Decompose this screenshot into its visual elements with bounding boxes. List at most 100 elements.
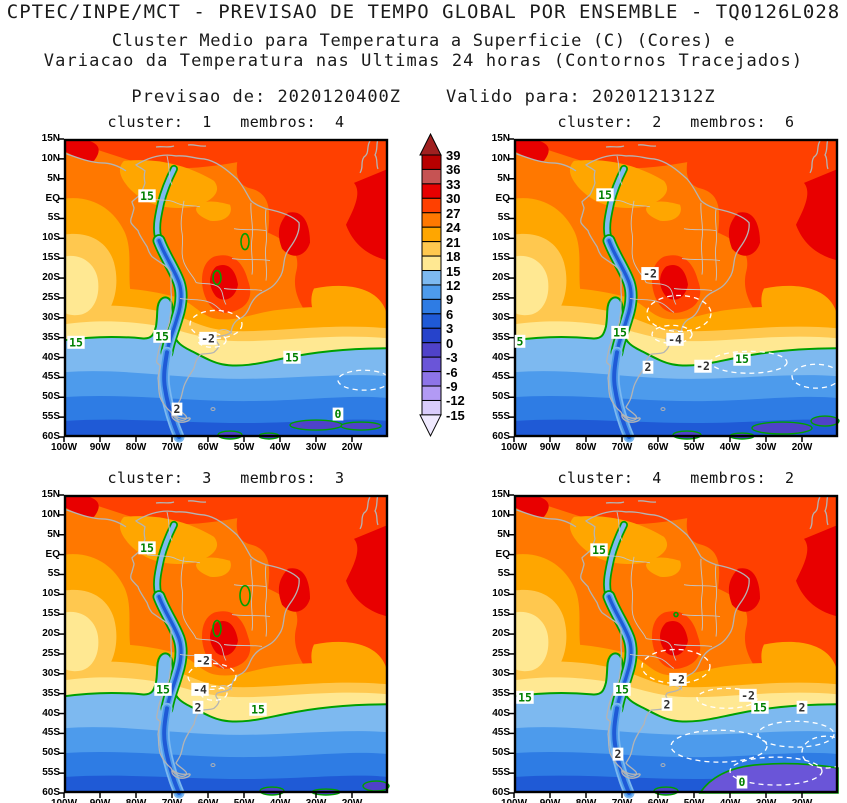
y-tick-label: 60S	[42, 431, 60, 442]
x-tick-label: 30W	[305, 442, 327, 453]
coastline	[374, 494, 379, 526]
colorbar-level-label: 12	[446, 277, 461, 293]
x-tick-label: 80W	[575, 442, 597, 453]
x-tick-label: 90W	[80, 799, 120, 803]
colorbar-level-label: 27	[446, 205, 461, 221]
cold-patch	[810, 415, 840, 427]
cold-patch	[751, 421, 813, 435]
figure-title: CPTEC/INPE/MCT - PREVISAO DE TEMPO GLOBA…	[6, 1, 841, 23]
contour-label-box	[611, 325, 629, 339]
colorbar-level-label: 36	[446, 162, 461, 178]
country-border	[166, 511, 173, 542]
axis-ticks	[509, 138, 803, 442]
country-border	[223, 288, 263, 291]
figure-valid-times: Previsao de: 2020120400Z Valido para: 20…	[131, 87, 716, 107]
coastline	[171, 768, 191, 779]
contour-label: 15	[733, 352, 751, 366]
colorbar-arrow-top	[419, 132, 442, 156]
country-border	[146, 198, 201, 208]
y-tick-label: 45S	[42, 371, 60, 383]
panel-title-2: cluster: 2 membros: 6	[557, 113, 795, 131]
contour-label: 0	[332, 407, 344, 421]
y-tick-label: 15N	[41, 489, 60, 500]
contour-label: 0	[736, 775, 748, 789]
country-border	[223, 644, 263, 647]
green-contour-ring	[240, 232, 250, 251]
y-tick-label: 25S	[492, 291, 510, 303]
coastline	[605, 500, 657, 504]
contour-label-text: 15	[735, 352, 749, 366]
coastline	[63, 152, 127, 172]
coastline	[155, 144, 207, 148]
contour-label-box	[596, 188, 614, 202]
green-contour-ring	[212, 619, 222, 638]
green-contour-ring	[239, 584, 251, 607]
contour-label: 15	[611, 325, 629, 339]
x-tick-label: 40W	[260, 799, 300, 803]
y-tick-label: 45S	[492, 371, 510, 383]
coastline	[824, 494, 829, 526]
temp-shading	[646, 201, 681, 222]
contour-label: -2	[641, 267, 659, 281]
andes-ribbon	[604, 166, 627, 243]
country-border	[218, 685, 233, 691]
y-tick-label: 5S	[47, 568, 60, 580]
y-tick-label: 55S	[492, 767, 510, 779]
country-border	[629, 298, 675, 313]
map-plot-1: 15 15 15 -2 15 2 0	[59, 138, 391, 443]
contour-label-text: 2	[799, 700, 806, 714]
change-contour-dashed	[729, 756, 823, 786]
y-tick-label: 30S	[42, 311, 60, 323]
contour-label-text: 0	[739, 775, 746, 789]
x-tick-label: 70W	[161, 442, 183, 453]
island	[210, 763, 216, 768]
temp-shading	[686, 510, 838, 675]
map-plot-4: 15 -2 15 15 2 -2 15 2 2 0	[509, 494, 847, 799]
temp-shading	[346, 168, 388, 261]
contour-label-box	[514, 334, 526, 348]
y-tick-label: 20S	[492, 272, 510, 284]
map-plot-2: 15 -2 5 15 -4 2 -2 15	[509, 138, 841, 443]
contour-label: 15	[138, 189, 156, 203]
coastline	[513, 152, 577, 172]
temp-shading	[210, 264, 238, 300]
contour-label-box	[661, 697, 673, 711]
contour-label: 2	[192, 700, 204, 714]
island	[660, 407, 666, 412]
y-tick-label: 15S	[492, 608, 510, 620]
colorbar-segment	[421, 183, 442, 199]
colorbar-segment	[421, 226, 442, 243]
contour-label-box	[138, 189, 156, 203]
contour-label-text: 15	[518, 690, 532, 704]
contour-label: -2	[669, 672, 687, 686]
country-border	[645, 282, 677, 305]
andes-ribbon	[154, 522, 177, 599]
colorbar-level-label: 30	[446, 191, 461, 207]
temp-shading	[64, 611, 99, 672]
contour-label-box	[138, 541, 156, 555]
contour-label: 15	[283, 350, 301, 364]
y-tick-label: 40S	[492, 707, 510, 719]
country-border	[616, 155, 623, 186]
panel-title-3: cluster: 3 membros: 3	[107, 469, 345, 487]
change-contour-dashed	[801, 735, 847, 769]
y-tick-label: 30S	[492, 667, 510, 679]
y-tick-label: 20S	[492, 628, 510, 640]
map-frame	[63, 494, 389, 794]
contour-label-box	[613, 682, 631, 696]
temp-shading	[278, 212, 310, 256]
y-tick-label: 25S	[42, 291, 60, 303]
contour-label: 15	[67, 335, 85, 349]
y-tick-label: 55S	[492, 411, 510, 423]
contour-label-text: 15	[753, 700, 767, 714]
temp-shading	[64, 495, 99, 517]
change-contour-dashed	[696, 687, 758, 709]
colorbar-segment	[421, 342, 442, 358]
y-tick-label: 25S	[42, 647, 60, 659]
x-tick-label: 50W	[233, 442, 255, 453]
y-tick-label: 25S	[492, 647, 510, 659]
colorbar-segment	[421, 270, 442, 286]
andes-ribbon	[612, 706, 631, 795]
temp-shading	[210, 620, 238, 656]
country-border	[700, 558, 704, 631]
